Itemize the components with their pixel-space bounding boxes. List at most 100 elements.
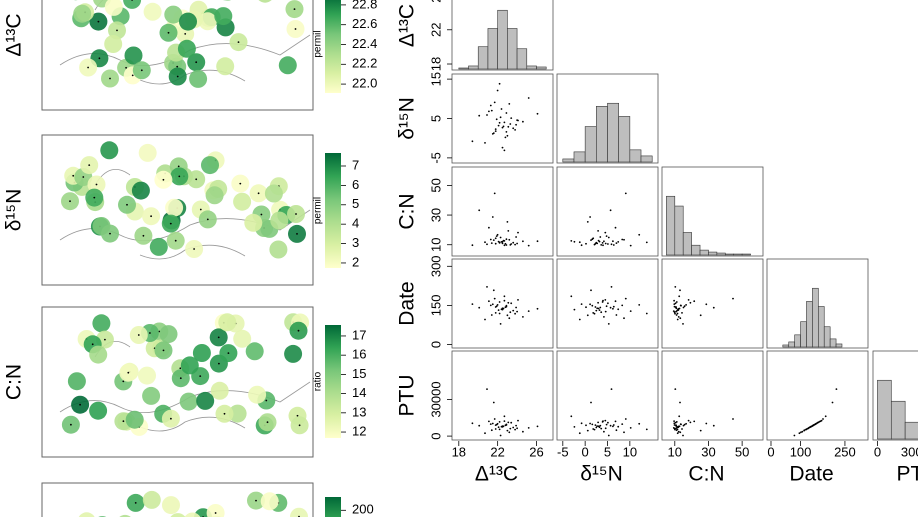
- map-cell: [278, 56, 297, 75]
- map-site: [179, 367, 182, 370]
- map-cell: [125, 410, 144, 429]
- scatter-point: [514, 129, 516, 131]
- colorbar-tick-label: 22.6: [352, 16, 377, 31]
- scatter-point: [486, 286, 488, 288]
- scatter-point: [486, 243, 488, 246]
- scatter-point: [484, 142, 486, 144]
- scatter-point: [509, 244, 512, 246]
- map-cell: [104, 35, 123, 53]
- hist-bar: [800, 321, 807, 348]
- scatter-point: [593, 312, 596, 315]
- scatter-point: [835, 388, 838, 390]
- map-cell: [138, 143, 157, 162]
- scatter-point: [578, 432, 581, 435]
- scatter-point: [501, 308, 504, 311]
- scatter-point: [591, 423, 594, 426]
- scatter-point: [604, 310, 607, 313]
- scatter-point: [595, 426, 598, 429]
- scatter-point: [585, 306, 587, 309]
- hist-bar: [487, 28, 498, 70]
- scatter-point: [677, 307, 680, 310]
- scatter-point: [586, 314, 589, 317]
- scatter-point: [687, 299, 690, 301]
- scatter-point: [712, 424, 715, 427]
- scatter-point: [819, 420, 822, 422]
- map-cell: [284, 344, 303, 363]
- scatter-point: [517, 231, 519, 234]
- scatter-point: [675, 306, 677, 308]
- panel-frame: [766, 350, 869, 441]
- x-tick-label: 18: [452, 444, 466, 459]
- x-tick-label: 10: [668, 444, 682, 459]
- map-site: [294, 28, 297, 30]
- map-cell: [143, 2, 162, 21]
- scatter-point: [822, 418, 824, 420]
- x-tick-label: 100: [790, 444, 812, 459]
- scatter-point: [498, 82, 501, 85]
- scatter-point: [831, 401, 834, 404]
- panel-frame: [661, 258, 764, 349]
- scatter-point: [527, 244, 530, 247]
- scatter-point: [600, 311, 603, 314]
- map-site: [82, 176, 85, 178]
- map-cell: [264, 184, 283, 203]
- scatter-point: [505, 238, 508, 241]
- scatter-point: [591, 238, 594, 241]
- colorbar-tick-label: 200: [352, 502, 374, 517]
- colorbar-tick-label: 16: [352, 347, 366, 362]
- map-cell: [164, 5, 183, 24]
- map-cell: [180, 356, 199, 375]
- map-row-label: δ¹⁵N: [3, 189, 26, 232]
- scatter-point: [732, 297, 734, 300]
- scatter-point: [602, 420, 604, 422]
- map-site: [237, 41, 240, 43]
- scatter-point: [527, 427, 530, 429]
- hist-bar: [806, 301, 813, 348]
- map-site: [162, 349, 165, 352]
- x-tick-label: 250: [834, 444, 856, 459]
- map-site: [95, 183, 98, 186]
- scatter-point: [488, 420, 490, 423]
- scatter-point: [580, 244, 583, 247]
- scatter-point: [807, 427, 810, 430]
- scatter-point: [510, 302, 513, 305]
- x-tick-label: 0: [874, 444, 881, 459]
- scatter-point: [502, 239, 505, 242]
- hist-bar: [782, 344, 790, 348]
- scatter-point: [699, 314, 702, 317]
- map-panel: 200: [41, 482, 374, 517]
- scatter-point: [495, 118, 498, 121]
- scatter-point: [594, 424, 597, 426]
- scatter-point: [512, 426, 515, 429]
- scatter-point: [496, 304, 499, 306]
- scatter-point: [803, 429, 806, 432]
- scatter-point: [505, 131, 508, 133]
- colorbar-tick-label: 5: [352, 196, 359, 211]
- scatter-point: [598, 309, 601, 311]
- map-site: [72, 174, 75, 177]
- scatter-point: [594, 306, 597, 308]
- scatter-point: [693, 300, 696, 303]
- pairs-panel: [556, 258, 659, 349]
- scatter-point: [682, 424, 685, 427]
- hist-bar: [573, 151, 586, 163]
- scatter-point: [599, 424, 602, 427]
- hist-bar: [812, 287, 819, 348]
- row-label: Date: [396, 281, 419, 325]
- y-tick-label: 30: [428, 208, 443, 222]
- scatter-point: [503, 149, 506, 152]
- scatter-point: [674, 388, 677, 390]
- scatter-point: [614, 420, 617, 423]
- map-cell: [233, 329, 252, 348]
- scatter-point: [516, 427, 518, 430]
- scatter-point: [629, 244, 632, 247]
- pairs-panel: [451, 166, 554, 257]
- scatter-point: [624, 192, 627, 195]
- map-site: [170, 417, 172, 420]
- x-tick-label: 5: [604, 444, 611, 459]
- scatter-point: [603, 430, 605, 433]
- scatter-point: [623, 431, 625, 434]
- map-site: [195, 178, 198, 181]
- scatter-point: [589, 303, 591, 306]
